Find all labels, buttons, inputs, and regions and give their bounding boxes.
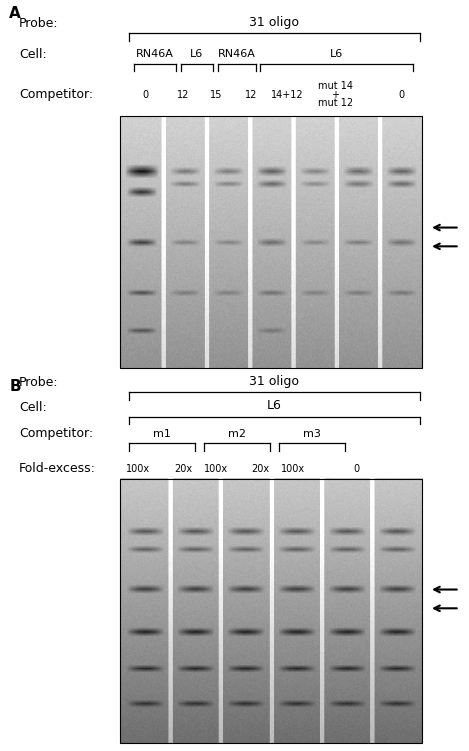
Text: Fold-excess:: Fold-excess: (19, 462, 96, 475)
Text: 0: 0 (398, 89, 404, 100)
Text: mut 14
+
mut 12: mut 14 + mut 12 (318, 81, 353, 108)
Text: 0: 0 (353, 463, 360, 474)
Text: L6: L6 (190, 50, 204, 59)
Text: m3: m3 (303, 429, 321, 439)
Text: m1: m1 (153, 429, 171, 439)
Text: 31 oligo: 31 oligo (250, 375, 299, 388)
Text: A: A (9, 6, 21, 21)
Text: 14+12: 14+12 (271, 89, 303, 100)
Text: 31 oligo: 31 oligo (250, 16, 299, 29)
Text: Probe:: Probe: (19, 17, 58, 30)
Text: Competitor:: Competitor: (19, 88, 93, 101)
Text: Probe:: Probe: (19, 376, 58, 389)
Text: 15: 15 (210, 89, 222, 100)
Text: 20x: 20x (251, 463, 269, 474)
Bar (120, 479, 422, 743)
Text: m2: m2 (228, 429, 246, 439)
Text: L6: L6 (330, 50, 343, 59)
Text: Cell:: Cell: (19, 401, 46, 414)
Text: L6: L6 (267, 400, 282, 412)
Text: 100x: 100x (204, 463, 228, 474)
Text: 0: 0 (142, 89, 149, 100)
Text: 12: 12 (245, 89, 257, 100)
Text: 100x: 100x (126, 463, 151, 474)
Text: B: B (9, 379, 21, 394)
Text: Competitor:: Competitor: (19, 427, 93, 440)
Text: Cell:: Cell: (19, 48, 46, 61)
Bar (120, 116, 422, 368)
Text: RN46A: RN46A (136, 50, 174, 59)
Text: 100x: 100x (281, 463, 305, 474)
Text: 12: 12 (177, 89, 189, 100)
Text: RN46A: RN46A (218, 50, 256, 59)
Text: 20x: 20x (174, 463, 192, 474)
